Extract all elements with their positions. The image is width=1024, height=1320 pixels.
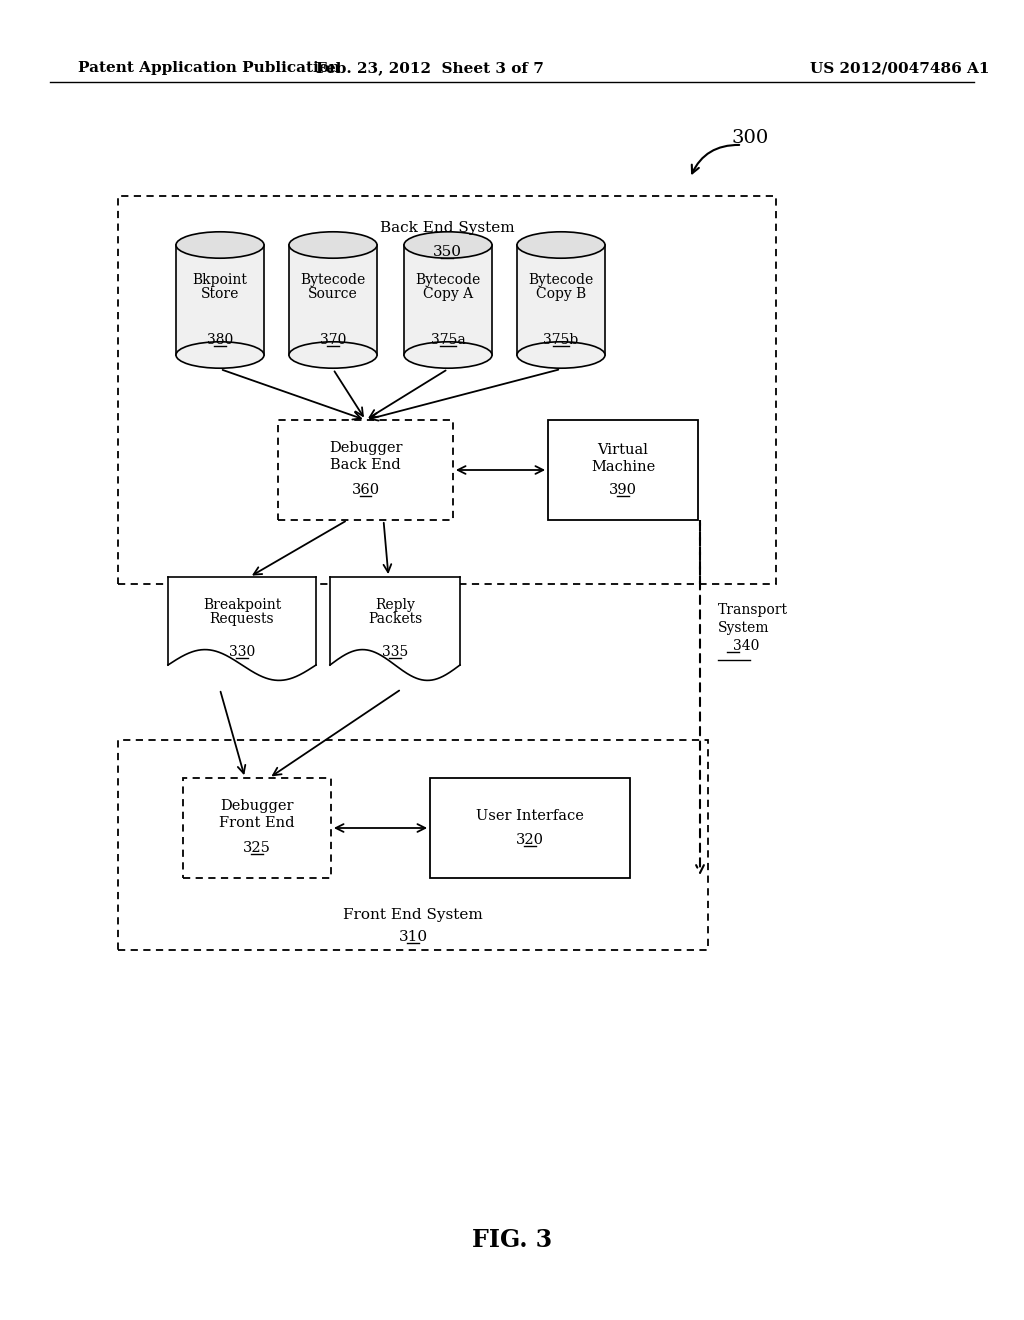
Text: 360: 360: [351, 483, 380, 498]
Text: Back End System: Back End System: [380, 220, 514, 235]
Text: 335: 335: [382, 645, 409, 659]
Bar: [548, 420, 698, 520]
Text: Breakpoint: Breakpoint: [203, 598, 282, 612]
Bar: [517, 246, 605, 355]
Ellipse shape: [517, 232, 605, 259]
Text: Front End System: Front End System: [343, 908, 483, 921]
Bar: [168, 577, 316, 665]
Text: 350: 350: [432, 246, 462, 259]
Text: 340: 340: [733, 639, 760, 653]
Text: Bkpoint: Bkpoint: [193, 273, 248, 286]
Text: Copy B: Copy B: [536, 286, 586, 301]
Ellipse shape: [176, 342, 264, 368]
Text: Patent Application Publication: Patent Application Publication: [78, 61, 340, 75]
Text: 330: 330: [229, 645, 255, 659]
Bar: [176, 246, 264, 355]
Text: Machine: Machine: [591, 459, 655, 474]
Text: Bytecode: Bytecode: [528, 273, 594, 286]
Bar: [430, 777, 630, 878]
Text: FIG. 3: FIG. 3: [472, 1228, 552, 1251]
Text: Virtual: Virtual: [598, 444, 648, 457]
Bar: [404, 246, 492, 355]
Text: Bytecode: Bytecode: [416, 273, 480, 286]
Bar: [118, 195, 776, 583]
Ellipse shape: [289, 342, 377, 368]
Text: 390: 390: [609, 483, 637, 498]
Text: Reply: Reply: [375, 598, 415, 612]
Text: 370: 370: [319, 333, 346, 347]
Ellipse shape: [289, 232, 377, 259]
Text: Packets: Packets: [368, 612, 422, 626]
Text: 325: 325: [243, 841, 271, 855]
Bar: [330, 577, 460, 665]
Text: Requests: Requests: [210, 612, 274, 626]
Text: User Interface: User Interface: [476, 809, 584, 822]
Ellipse shape: [517, 342, 605, 368]
Text: Debugger: Debugger: [329, 441, 402, 455]
Bar: [118, 741, 708, 950]
Bar: [183, 777, 331, 878]
Text: Bytecode: Bytecode: [300, 273, 366, 286]
Text: Source: Source: [308, 286, 357, 301]
Text: 375a: 375a: [431, 333, 465, 347]
Text: 310: 310: [398, 931, 428, 944]
Ellipse shape: [404, 232, 492, 259]
Bar: [278, 420, 453, 520]
Text: 375b: 375b: [544, 333, 579, 347]
Ellipse shape: [176, 232, 264, 259]
Text: Feb. 23, 2012  Sheet 3 of 7: Feb. 23, 2012 Sheet 3 of 7: [316, 61, 544, 75]
Text: Back End: Back End: [330, 458, 400, 473]
Ellipse shape: [404, 342, 492, 368]
Text: 320: 320: [516, 833, 544, 847]
Text: 300: 300: [731, 129, 769, 147]
Text: Store: Store: [201, 286, 240, 301]
Text: Transport: Transport: [718, 603, 788, 618]
Text: Debugger: Debugger: [220, 799, 294, 813]
Text: Front End: Front End: [219, 816, 295, 830]
Text: 380: 380: [207, 333, 233, 347]
Text: System: System: [718, 622, 769, 635]
Text: Copy A: Copy A: [423, 286, 473, 301]
Text: US 2012/0047486 A1: US 2012/0047486 A1: [810, 61, 990, 75]
Bar: [289, 246, 377, 355]
